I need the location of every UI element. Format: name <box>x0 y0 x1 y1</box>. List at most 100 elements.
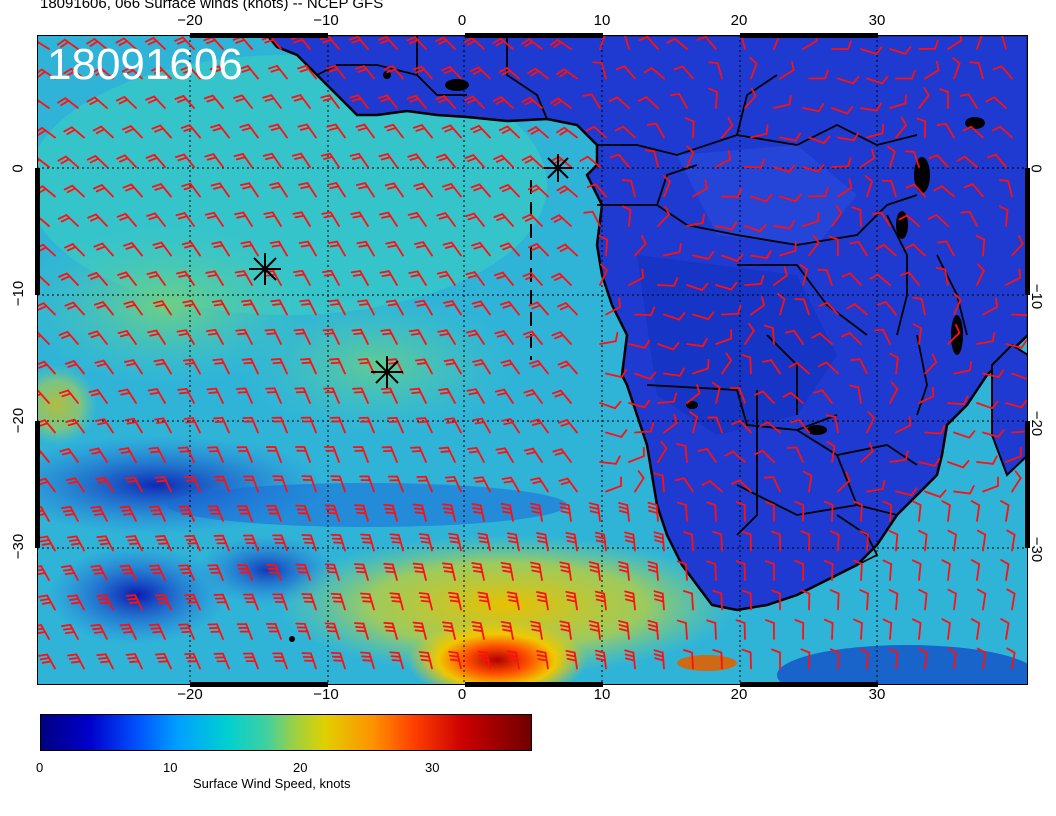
x-tick-top: 30 <box>868 12 886 29</box>
wind-barb <box>265 387 282 404</box>
wind-barb <box>441 562 456 581</box>
wind-barb <box>298 240 317 257</box>
wind-barb <box>621 205 632 227</box>
wind-barb <box>559 620 572 640</box>
wind-barb <box>65 477 85 493</box>
wind-barb <box>559 502 572 522</box>
wind-barb <box>634 235 647 257</box>
wind-barb <box>918 588 928 611</box>
wind-barb <box>291 152 311 168</box>
wind-barb <box>586 183 607 198</box>
wind-barb <box>352 387 369 404</box>
wind-barb <box>706 560 717 581</box>
wind-barb <box>176 329 195 345</box>
wind-barb <box>849 240 868 257</box>
wind-barb <box>465 329 485 345</box>
wind-barb <box>866 75 889 85</box>
wind-barb <box>295 622 311 640</box>
wind-barb <box>122 125 143 139</box>
wind-barb <box>178 623 195 640</box>
wind-barb <box>270 299 288 316</box>
wind-barb <box>448 650 462 670</box>
wind-barb <box>759 421 781 434</box>
wind-barb <box>551 331 572 345</box>
wind-barb <box>889 450 909 463</box>
wind-barb <box>1000 618 1010 640</box>
wind-barb <box>895 116 907 139</box>
wind-barb <box>582 93 601 109</box>
wind-barb <box>326 123 346 139</box>
wind-barb <box>294 446 311 463</box>
wind-barb <box>673 65 694 80</box>
wind-barb <box>242 652 259 670</box>
wind-barb <box>63 126 85 139</box>
wind-barb <box>381 446 398 463</box>
wind-barb <box>152 300 172 316</box>
wind-barb <box>523 447 543 463</box>
colorbar-tick: 0 <box>36 760 44 775</box>
wind-barb <box>301 475 317 493</box>
wind-barb <box>953 292 962 316</box>
wind-map[interactable] <box>0 27 1037 705</box>
wind-barb <box>501 476 520 493</box>
x-tick-top: −10 <box>313 12 339 29</box>
wind-barb <box>794 298 810 316</box>
wind-barb <box>441 66 462 80</box>
wind-barb <box>609 153 630 168</box>
wind-barb <box>471 562 485 581</box>
wind-barb <box>724 450 746 463</box>
x-tick-top: 0 <box>457 12 467 29</box>
wind-barb <box>184 475 201 493</box>
wind-barb <box>145 153 166 168</box>
wind-barb <box>837 178 853 198</box>
wind-barb <box>324 504 340 522</box>
wind-barb <box>178 505 195 522</box>
wind-barb <box>269 240 288 257</box>
wind-barb <box>61 565 79 581</box>
wind-barb <box>869 273 891 286</box>
wind-barb <box>802 470 813 493</box>
wind-barb <box>292 211 311 227</box>
wind-barb <box>605 429 628 438</box>
wind-barb <box>438 388 456 404</box>
wind-barb <box>521 38 543 50</box>
wind-barb <box>605 476 622 493</box>
wind-barb <box>784 329 804 345</box>
wind-barb <box>471 621 485 640</box>
wind-barb <box>414 299 433 316</box>
wind-barb <box>96 535 114 552</box>
wind-barb <box>521 155 543 168</box>
wind-barb <box>412 562 427 581</box>
wind-barb <box>58 272 79 286</box>
wind-barb <box>477 591 491 611</box>
wind-barb <box>594 531 607 552</box>
wind-barb <box>96 594 114 611</box>
wind-barb <box>443 358 462 375</box>
wind-barb <box>210 123 230 139</box>
wind-barb <box>387 475 404 493</box>
wind-barb <box>272 652 288 670</box>
wind-barb <box>330 533 346 552</box>
wind-barb <box>829 589 840 611</box>
wind-barb <box>599 332 619 345</box>
wind-barb <box>437 329 456 345</box>
wind-barb <box>500 301 520 316</box>
wind-barb <box>762 359 781 375</box>
wind-barb <box>409 387 427 404</box>
wind-barb <box>911 559 922 581</box>
wind-barb <box>657 277 679 287</box>
wind-barb <box>125 476 143 493</box>
wind-barb <box>831 204 843 227</box>
wind-barb <box>529 360 549 375</box>
wind-barb <box>666 37 688 50</box>
wind-barb <box>624 649 636 670</box>
wind-barb <box>464 212 485 227</box>
wind-barb <box>148 623 166 640</box>
wind-barb <box>387 416 404 434</box>
wind-barb <box>500 620 514 640</box>
wind-barb <box>383 621 398 640</box>
wind-barb <box>882 559 893 581</box>
wind-barb <box>94 359 114 375</box>
wind-barb <box>557 419 578 434</box>
wind-barb <box>355 123 375 139</box>
